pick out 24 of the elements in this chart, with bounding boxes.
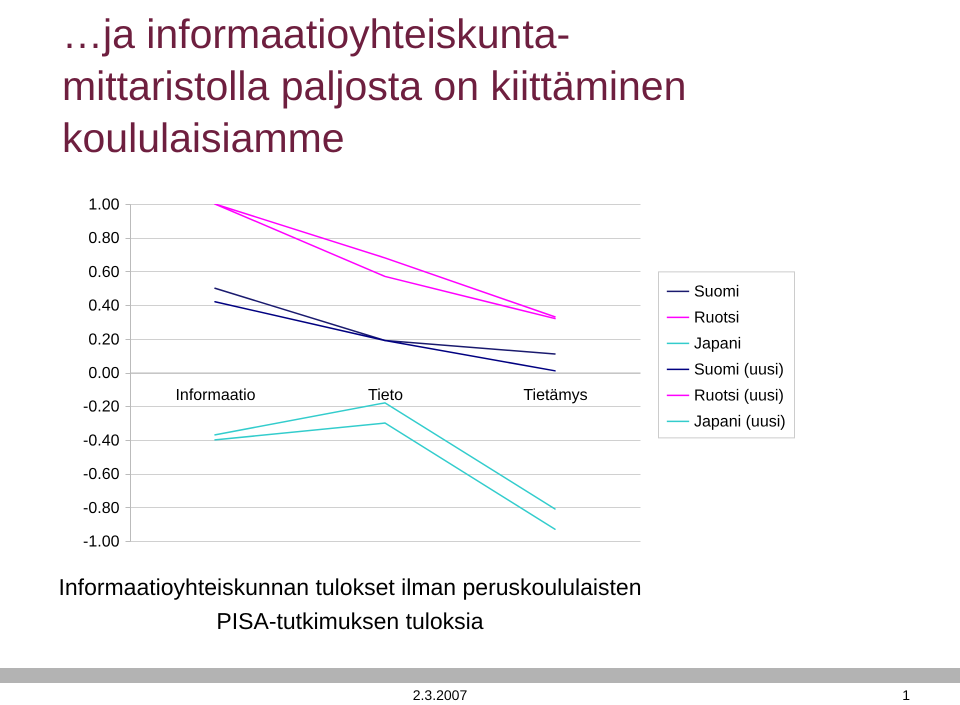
y-tick-label: -0.80 xyxy=(83,500,120,517)
y-tick-label: 0.00 xyxy=(88,365,120,382)
y-tick-label: 0.40 xyxy=(88,298,120,315)
legend-label: Japani (uusi) xyxy=(694,413,786,430)
text: Informaatioyhteiskunnan tulokset ilman peruskoululaisten PISA-tutkimuksen tuloksia xyxy=(58,573,642,636)
legend-label: Ruotsi (uusi) xyxy=(694,387,784,404)
legend-label: Suomi xyxy=(694,283,740,300)
legend-label: Suomi (uusi) xyxy=(694,361,784,378)
y-tick-label: -0.20 xyxy=(83,398,120,416)
text: 1 xyxy=(901,687,910,703)
x-tick-label: Tietämys xyxy=(523,387,588,404)
x-tick-label: Informaatio xyxy=(175,387,256,404)
chart-title: …ja informaatioyhteiskunta-mittaristolla paljosta on kiittäminen koululaisiamme xyxy=(62,10,688,163)
y-tick-label: -0.40 xyxy=(83,432,120,450)
y-tick-label: 1.00 xyxy=(88,196,120,214)
y-tick-label: -1.00 xyxy=(83,534,120,550)
legend-label: Ruotsi xyxy=(694,309,740,326)
x-tick-label: Tieto xyxy=(368,387,404,404)
y-tick-label: -0.60 xyxy=(83,466,120,484)
legend-label: Japani xyxy=(694,335,742,352)
y-tick-label: 0.20 xyxy=(88,331,120,348)
y-tick-label: 0.60 xyxy=(88,264,120,281)
y-tick-label: 0.80 xyxy=(88,230,120,248)
text: 2.3.2007 xyxy=(412,687,468,703)
